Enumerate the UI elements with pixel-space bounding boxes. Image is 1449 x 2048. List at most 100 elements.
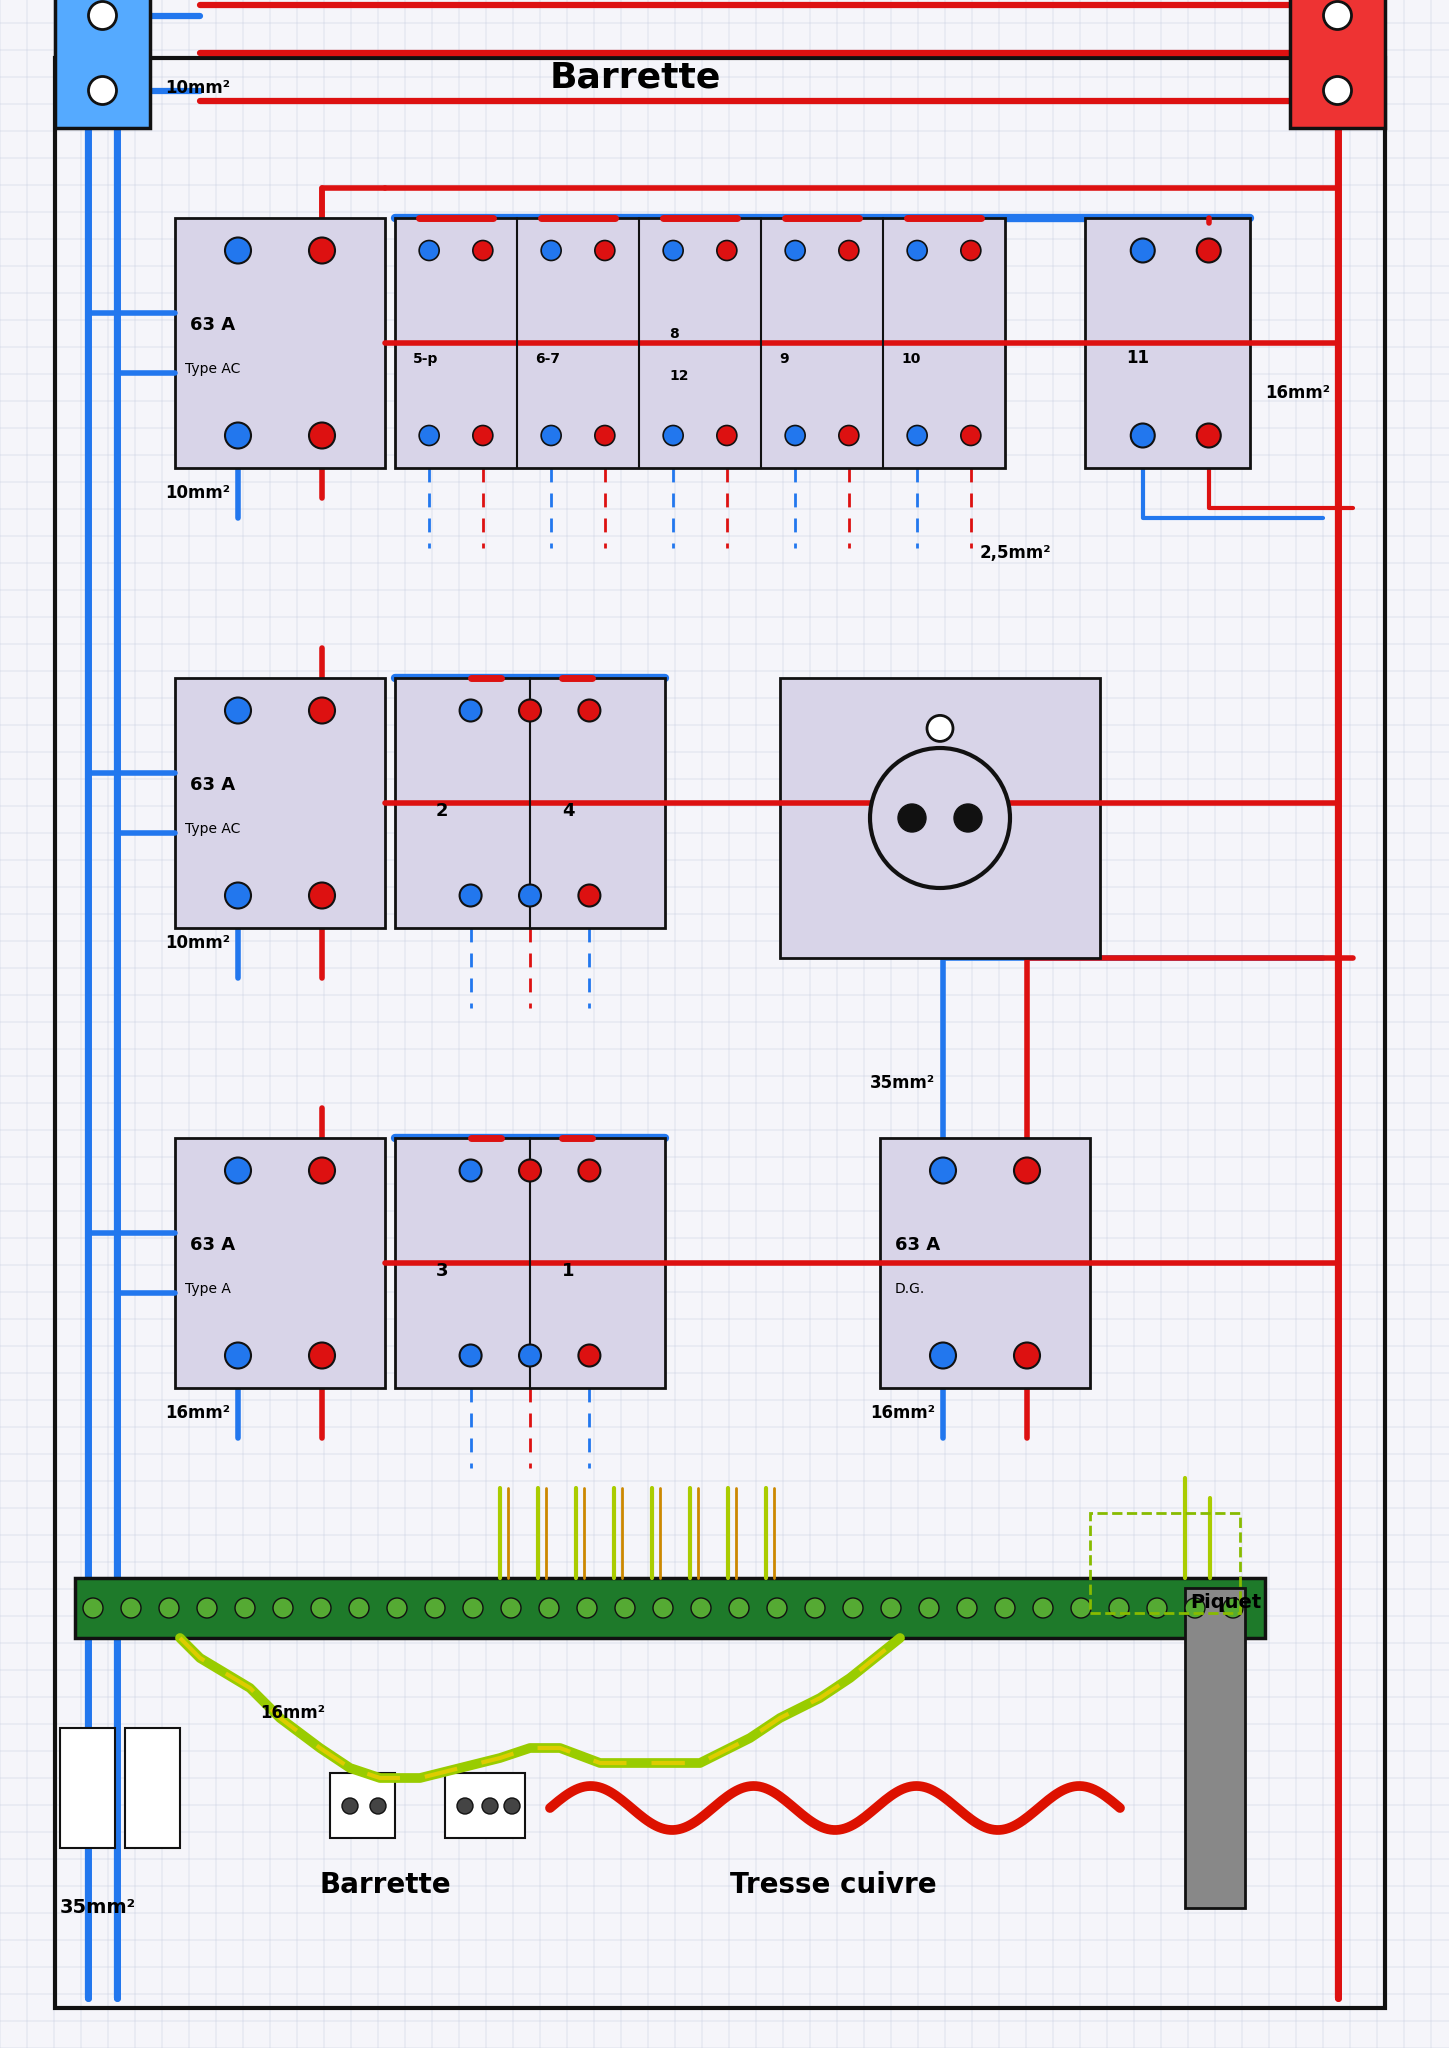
Circle shape [1108, 1597, 1129, 1618]
Circle shape [1071, 1597, 1091, 1618]
Circle shape [1185, 1597, 1206, 1618]
Text: 3: 3 [436, 1262, 448, 1280]
Circle shape [540, 240, 561, 260]
Text: 10: 10 [901, 352, 920, 367]
Circle shape [519, 1343, 540, 1366]
Circle shape [1223, 1597, 1243, 1618]
Text: Barrette: Barrette [551, 61, 722, 94]
Bar [396, 1139, 665, 1389]
Circle shape [1197, 424, 1220, 449]
Circle shape [519, 885, 540, 907]
Circle shape [342, 1798, 358, 1815]
Circle shape [1033, 1597, 1053, 1618]
Circle shape [785, 426, 806, 446]
Circle shape [717, 426, 738, 446]
Circle shape [596, 240, 614, 260]
Circle shape [483, 1798, 498, 1815]
Text: 16mm²: 16mm² [869, 1405, 935, 1421]
Text: 16mm²: 16mm² [1265, 385, 1330, 401]
Circle shape [459, 1159, 481, 1182]
Text: 16mm²: 16mm² [259, 1704, 325, 1722]
Circle shape [956, 1597, 977, 1618]
Text: 9: 9 [780, 352, 788, 367]
Circle shape [459, 700, 481, 721]
Circle shape [1130, 238, 1155, 262]
Bar [1290, 0, 1385, 127]
Text: Barrette: Barrette [320, 1872, 452, 1898]
Circle shape [806, 1597, 824, 1618]
Text: 4: 4 [562, 801, 575, 819]
Circle shape [767, 1597, 787, 1618]
Bar [1185, 1587, 1245, 1909]
Text: Type AC: Type AC [185, 821, 241, 836]
Circle shape [419, 240, 439, 260]
Circle shape [88, 76, 116, 104]
Circle shape [691, 1597, 711, 1618]
Text: 8: 8 [669, 328, 680, 342]
Circle shape [953, 805, 982, 831]
Circle shape [664, 426, 682, 446]
Bar [175, 678, 385, 928]
Text: 1: 1 [562, 1262, 575, 1280]
Circle shape [309, 1343, 335, 1368]
Bar [75, 1579, 1265, 1638]
Circle shape [309, 422, 335, 449]
Circle shape [839, 240, 859, 260]
Circle shape [309, 1157, 335, 1184]
Circle shape [1014, 1343, 1040, 1368]
Circle shape [653, 1597, 672, 1618]
Circle shape [907, 240, 927, 260]
Circle shape [225, 422, 251, 449]
Circle shape [387, 1597, 407, 1618]
Circle shape [312, 1597, 330, 1618]
Circle shape [577, 1597, 597, 1618]
Circle shape [309, 698, 335, 723]
Circle shape [459, 885, 481, 907]
Circle shape [456, 1798, 472, 1815]
Circle shape [225, 698, 251, 723]
Circle shape [578, 1159, 600, 1182]
Circle shape [614, 1597, 635, 1618]
Text: 2: 2 [436, 801, 448, 819]
Circle shape [1130, 424, 1155, 449]
Bar [330, 1774, 396, 1837]
Text: 11: 11 [1126, 348, 1149, 367]
Circle shape [519, 1159, 540, 1182]
Circle shape [1323, 2, 1352, 29]
Text: Type A: Type A [185, 1282, 230, 1296]
Text: 16mm²: 16mm² [165, 1405, 230, 1421]
Text: 63 A: 63 A [895, 1237, 940, 1255]
Circle shape [919, 1597, 939, 1618]
Circle shape [519, 700, 540, 721]
Circle shape [464, 1597, 483, 1618]
Circle shape [930, 1157, 956, 1184]
Bar [175, 217, 385, 469]
Bar [396, 217, 1006, 469]
Circle shape [472, 240, 493, 260]
Circle shape [1014, 1157, 1040, 1184]
Text: 35mm²: 35mm² [869, 1073, 935, 1092]
Text: 63 A: 63 A [190, 1237, 235, 1255]
Circle shape [539, 1597, 559, 1618]
Bar [780, 678, 1100, 958]
Circle shape [459, 1343, 481, 1366]
Circle shape [225, 1343, 251, 1368]
Circle shape [717, 240, 738, 260]
Circle shape [272, 1597, 293, 1618]
Bar [55, 0, 151, 127]
Text: Type AC: Type AC [185, 362, 241, 377]
Circle shape [664, 240, 682, 260]
Circle shape [995, 1597, 1014, 1618]
Circle shape [843, 1597, 864, 1618]
Circle shape [907, 426, 927, 446]
Text: 2,5mm²: 2,5mm² [980, 545, 1052, 561]
Circle shape [881, 1597, 901, 1618]
Text: D.G.: D.G. [895, 1282, 926, 1296]
Circle shape [419, 426, 439, 446]
Circle shape [927, 715, 953, 741]
Text: 10mm²: 10mm² [165, 80, 230, 96]
Circle shape [930, 1343, 956, 1368]
Circle shape [961, 240, 981, 260]
Circle shape [578, 885, 600, 907]
Circle shape [869, 748, 1010, 889]
